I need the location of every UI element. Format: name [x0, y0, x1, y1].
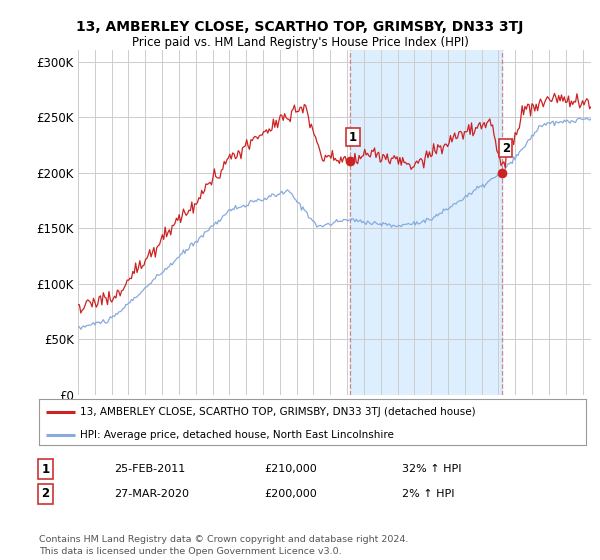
Text: Price paid vs. HM Land Registry's House Price Index (HPI): Price paid vs. HM Land Registry's House … — [131, 36, 469, 49]
Text: 2: 2 — [41, 487, 50, 501]
Text: 27-MAR-2020: 27-MAR-2020 — [114, 489, 189, 499]
Bar — [350, 50, 502, 395]
Text: 32% ↑ HPI: 32% ↑ HPI — [402, 464, 461, 474]
Text: £200,000: £200,000 — [264, 489, 317, 499]
Text: 2% ↑ HPI: 2% ↑ HPI — [402, 489, 455, 499]
Text: 13, AMBERLEY CLOSE, SCARTHO TOP, GRIMSBY, DN33 3TJ (detached house): 13, AMBERLEY CLOSE, SCARTHO TOP, GRIMSBY… — [80, 407, 476, 417]
Text: 25-FEB-2011: 25-FEB-2011 — [114, 464, 185, 474]
Text: £210,000: £210,000 — [264, 464, 317, 474]
Text: 13, AMBERLEY CLOSE, SCARTHO TOP, GRIMSBY, DN33 3TJ: 13, AMBERLEY CLOSE, SCARTHO TOP, GRIMSBY… — [76, 20, 524, 34]
Text: HPI: Average price, detached house, North East Lincolnshire: HPI: Average price, detached house, Nort… — [80, 430, 394, 440]
Text: 2: 2 — [502, 142, 510, 155]
Text: 1: 1 — [41, 463, 50, 476]
Text: Contains HM Land Registry data © Crown copyright and database right 2024.
This d: Contains HM Land Registry data © Crown c… — [39, 535, 409, 556]
Text: 1: 1 — [349, 130, 357, 143]
